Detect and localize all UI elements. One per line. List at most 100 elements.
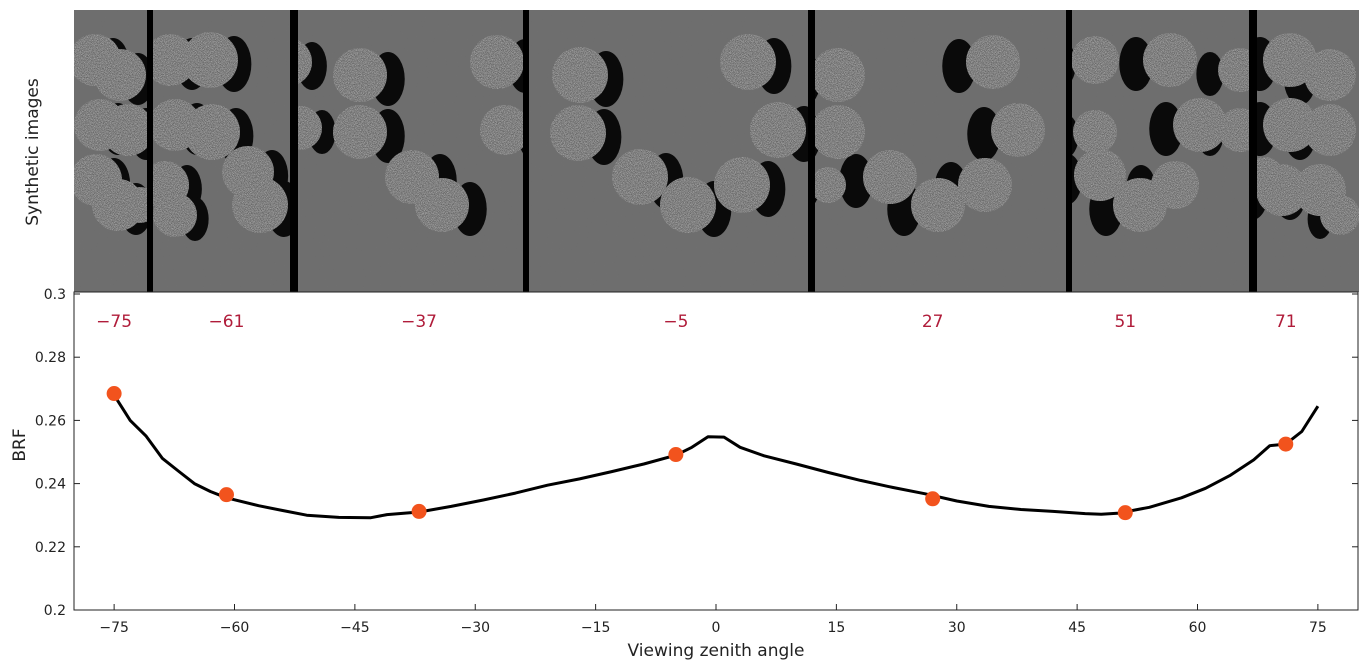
y-axis-label: BRF bbox=[10, 428, 30, 461]
sphere bbox=[333, 48, 387, 102]
image-panel bbox=[153, 10, 290, 292]
sphere-shadow bbox=[942, 39, 976, 93]
sphere bbox=[298, 106, 322, 150]
sphere bbox=[911, 178, 965, 232]
image-panel bbox=[529, 10, 808, 292]
image-panel bbox=[74, 10, 147, 292]
sphere bbox=[298, 40, 312, 84]
sphere bbox=[94, 49, 146, 101]
sphere bbox=[182, 32, 238, 88]
sphere bbox=[184, 104, 240, 160]
sphere bbox=[1257, 157, 1283, 193]
sphere bbox=[1151, 161, 1199, 209]
sphere bbox=[1320, 195, 1359, 235]
sphere-shadow bbox=[839, 154, 873, 208]
x-tick-label: −15 bbox=[581, 620, 611, 636]
y-tick-label: 0.3 bbox=[44, 287, 66, 303]
panel-divider bbox=[147, 10, 153, 292]
sphere bbox=[1173, 98, 1227, 152]
x-tick-label: −60 bbox=[220, 620, 250, 636]
brf-marker bbox=[411, 503, 427, 519]
sphere bbox=[333, 105, 387, 159]
sphere bbox=[720, 34, 776, 90]
sphere-shadow bbox=[1119, 37, 1153, 91]
sphere bbox=[1072, 36, 1119, 84]
brf-marker bbox=[218, 487, 234, 503]
x-tick-label: −45 bbox=[340, 620, 370, 636]
sphere bbox=[102, 104, 147, 156]
sphere bbox=[122, 187, 147, 223]
sphere bbox=[232, 177, 288, 233]
image-panel bbox=[298, 10, 523, 292]
sphere bbox=[1218, 108, 1249, 152]
y-tick-label: 0.24 bbox=[35, 477, 66, 493]
x-tick-label: 60 bbox=[1189, 620, 1207, 636]
y-axis-ticks: 0.2 0.22 0.24 0.26 0.28 0.3 bbox=[35, 287, 1358, 619]
panel-divider bbox=[1249, 10, 1257, 292]
x-tick-label: −30 bbox=[460, 620, 490, 636]
panel-divider bbox=[808, 10, 815, 292]
brf-plot: −75 −61 −37 −5 27 51 71 −75 −60 −45 −30 −15 0 15 30 45… bbox=[35, 287, 1359, 636]
panel-divider bbox=[290, 10, 298, 292]
sphere bbox=[1304, 104, 1356, 156]
panel-angle-label: −61 bbox=[209, 312, 245, 332]
sphere bbox=[1304, 49, 1356, 101]
panel-angle-labels: −75 −61 −37 −5 27 51 71 bbox=[96, 312, 1296, 332]
sphere bbox=[1218, 48, 1249, 92]
sphere bbox=[863, 150, 917, 204]
x-tick-label: −75 bbox=[99, 620, 129, 636]
sphere-shadow bbox=[1149, 102, 1183, 156]
x-axis-ticks: −75 −60 −45 −30 −15 0 15 30 45 60 75 bbox=[99, 604, 1327, 636]
brf-marker bbox=[106, 386, 122, 402]
y-tick-label: 0.28 bbox=[35, 350, 66, 366]
synthetic-image-strip bbox=[74, 10, 1359, 292]
sphere bbox=[552, 47, 608, 103]
sphere bbox=[415, 178, 469, 232]
sphere bbox=[714, 157, 770, 213]
x-tick-label: 0 bbox=[712, 620, 721, 636]
y-tick-label: 0.26 bbox=[35, 413, 66, 429]
sphere bbox=[660, 177, 716, 233]
sphere bbox=[1073, 110, 1117, 154]
sphere bbox=[750, 102, 806, 158]
brf-marker bbox=[1278, 436, 1294, 452]
sphere bbox=[815, 105, 865, 159]
y-tick-label: 0.22 bbox=[35, 540, 66, 556]
sphere bbox=[815, 167, 846, 203]
panel-angle-label: 71 bbox=[1275, 312, 1297, 332]
image-panel bbox=[1072, 10, 1249, 292]
sphere-shadow bbox=[1196, 52, 1224, 96]
strip-y-axis-label: Synthetic images bbox=[23, 78, 43, 226]
panel-divider bbox=[523, 10, 529, 292]
plot-frame bbox=[73, 291, 1359, 611]
brf-sample-markers bbox=[106, 386, 1294, 521]
image-panel bbox=[815, 10, 1066, 292]
y-tick-label: 0.2 bbox=[44, 603, 66, 619]
brf-marker bbox=[668, 447, 684, 463]
sphere bbox=[470, 35, 523, 89]
sphere bbox=[1263, 33, 1317, 87]
panel-angle-label: −37 bbox=[401, 312, 437, 332]
sphere bbox=[966, 35, 1020, 89]
sphere bbox=[480, 105, 523, 155]
x-tick-label: 30 bbox=[948, 620, 966, 636]
sphere bbox=[550, 105, 606, 161]
sphere bbox=[1263, 98, 1317, 152]
image-panel bbox=[1257, 10, 1359, 292]
panel-angle-label: 51 bbox=[1114, 312, 1136, 332]
panel-angle-label: −75 bbox=[96, 312, 132, 332]
panel-divider bbox=[1066, 10, 1072, 292]
x-axis-label: Viewing zenith angle bbox=[628, 641, 805, 660]
brf-marker bbox=[1117, 505, 1133, 521]
sphere bbox=[1074, 149, 1126, 201]
x-tick-label: 15 bbox=[827, 620, 845, 636]
panel-angle-label: −5 bbox=[663, 312, 688, 332]
x-tick-label: 75 bbox=[1309, 620, 1327, 636]
sphere bbox=[958, 158, 1012, 212]
sphere bbox=[153, 193, 197, 237]
x-tick-label: 45 bbox=[1068, 620, 1086, 636]
sphere bbox=[1143, 33, 1197, 87]
brf-marker bbox=[925, 491, 941, 507]
sphere bbox=[612, 149, 668, 205]
